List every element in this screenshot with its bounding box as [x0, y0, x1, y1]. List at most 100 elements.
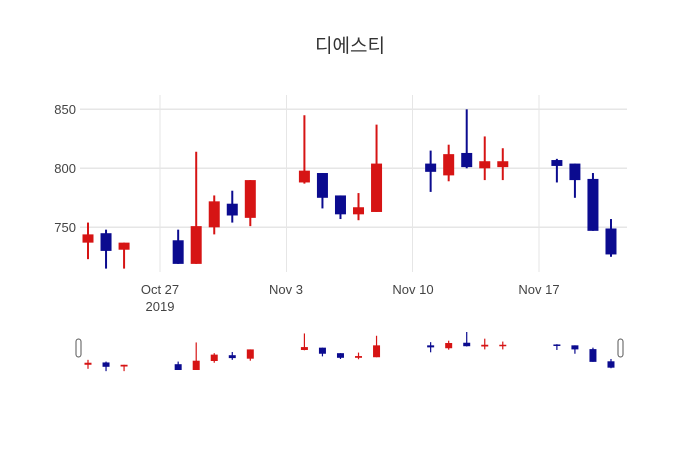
- rangeslider-candle-body: [120, 364, 128, 367]
- rangeslider-handle-left[interactable]: [75, 338, 82, 358]
- candle-body: [371, 163, 383, 212]
- candle: [569, 163, 581, 198]
- rangeslider-candle: [553, 344, 561, 350]
- rangeslider-candle-body: [373, 345, 381, 358]
- rangeslider-candle: [463, 332, 471, 347]
- x-tick-label: Oct 27 2019: [110, 281, 210, 315]
- rangeslider-candle-body: [571, 345, 579, 350]
- candle: [172, 229, 184, 264]
- candle: [118, 242, 130, 269]
- candle-body: [82, 234, 94, 243]
- candle-body: [479, 161, 491, 169]
- candle: [605, 219, 617, 257]
- x-tick-subtext: 2019: [145, 299, 175, 314]
- candle: [371, 124, 383, 212]
- rangeslider-candle: [445, 340, 453, 350]
- x-tick-label: Nov 3: [236, 281, 336, 298]
- rangeslider-candle-body: [589, 349, 597, 362]
- rangeslider-candle: [246, 349, 254, 361]
- y-tick-label: 800: [54, 161, 76, 176]
- rangeslider-candle: [481, 338, 489, 350]
- candle-body: [497, 161, 509, 168]
- rangeslider-candle-body: [553, 344, 561, 346]
- candle: [244, 180, 256, 227]
- rangeslider-candle-body: [318, 347, 326, 354]
- rangeslider: [75, 330, 624, 374]
- y-tick-label: 750: [54, 220, 76, 235]
- rangeslider-candle: [102, 361, 110, 372]
- rangeslider-candle-body: [355, 356, 363, 358]
- candle: [461, 109, 473, 169]
- rangeslider-candle-body: [336, 353, 344, 358]
- candle-body: [353, 207, 365, 215]
- candle-body: [226, 203, 238, 216]
- candle-body: [425, 163, 437, 172]
- rangeslider-candle: [192, 342, 200, 370]
- rangeslider-candle: [300, 333, 308, 351]
- candle-body: [118, 242, 130, 250]
- candle: [298, 115, 310, 184]
- rangeslider-candle: [210, 353, 218, 363]
- candle-body: [569, 163, 581, 181]
- candle-body: [461, 152, 473, 168]
- candle-body: [190, 226, 202, 264]
- rangeslider-candle-body: [481, 344, 489, 347]
- candle: [425, 150, 437, 192]
- rangeslider-candle-body: [174, 364, 182, 370]
- candle: [587, 173, 599, 231]
- rangeslider-candle: [607, 358, 615, 369]
- rangeslider-candle-body: [499, 344, 507, 347]
- rangeslider-candle: [373, 335, 381, 358]
- plot-area[interactable]: [80, 95, 627, 272]
- x-tick-text: Oct 27: [140, 282, 180, 297]
- rangeslider-handle-right[interactable]: [617, 338, 624, 358]
- rangeslider-candle-body: [463, 342, 471, 347]
- rangeslider-candle: [499, 341, 507, 350]
- candle: [551, 158, 563, 183]
- rangeslider-candle: [174, 361, 182, 370]
- candle: [190, 151, 202, 264]
- candle-body: [605, 228, 617, 255]
- rangeslider-candle: [318, 347, 326, 357]
- rangeslider-candle-body: [445, 343, 453, 349]
- candle: [208, 195, 220, 235]
- x-tick-label: Nov 17: [489, 281, 589, 298]
- rangeslider-candle: [589, 347, 597, 362]
- gridlines: [80, 95, 627, 272]
- x-tick-text: Nov 17: [518, 282, 560, 297]
- candle-body: [100, 233, 112, 251]
- candle-body: [172, 240, 184, 264]
- rangeslider-candle-body: [228, 355, 236, 359]
- rangeslider-candle: [427, 342, 435, 353]
- rangeslider-candle: [336, 353, 344, 359]
- x-tick-text: Nov 3: [269, 282, 303, 297]
- y-tick-label: 850: [54, 102, 76, 117]
- candle-body: [443, 154, 455, 176]
- candle: [497, 148, 509, 181]
- rangeslider-candle-body: [607, 361, 615, 368]
- rangeslider-track[interactable]: [76, 330, 623, 374]
- candle: [443, 144, 455, 182]
- candle-body: [551, 160, 563, 166]
- rangeslider-candle-body: [210, 354, 218, 361]
- rangeslider-candle-body: [246, 349, 254, 359]
- rangeslider-candle: [84, 359, 92, 369]
- x-tick-label: Nov 10: [363, 281, 463, 298]
- candle-body: [587, 178, 599, 231]
- candle: [334, 195, 346, 220]
- candle: [100, 229, 112, 269]
- candle: [479, 136, 491, 181]
- candle: [353, 193, 365, 221]
- candles-main: [82, 109, 617, 269]
- rangeslider-candle: [571, 345, 579, 354]
- candle-body: [208, 201, 220, 228]
- rangeslider-candle: [355, 352, 363, 360]
- rangeslider-candle-body: [102, 362, 110, 367]
- candle-body: [298, 170, 310, 183]
- candle-body: [334, 195, 346, 215]
- candle: [226, 190, 238, 223]
- candle: [82, 222, 94, 260]
- chart-title: 디에스티: [315, 36, 385, 57]
